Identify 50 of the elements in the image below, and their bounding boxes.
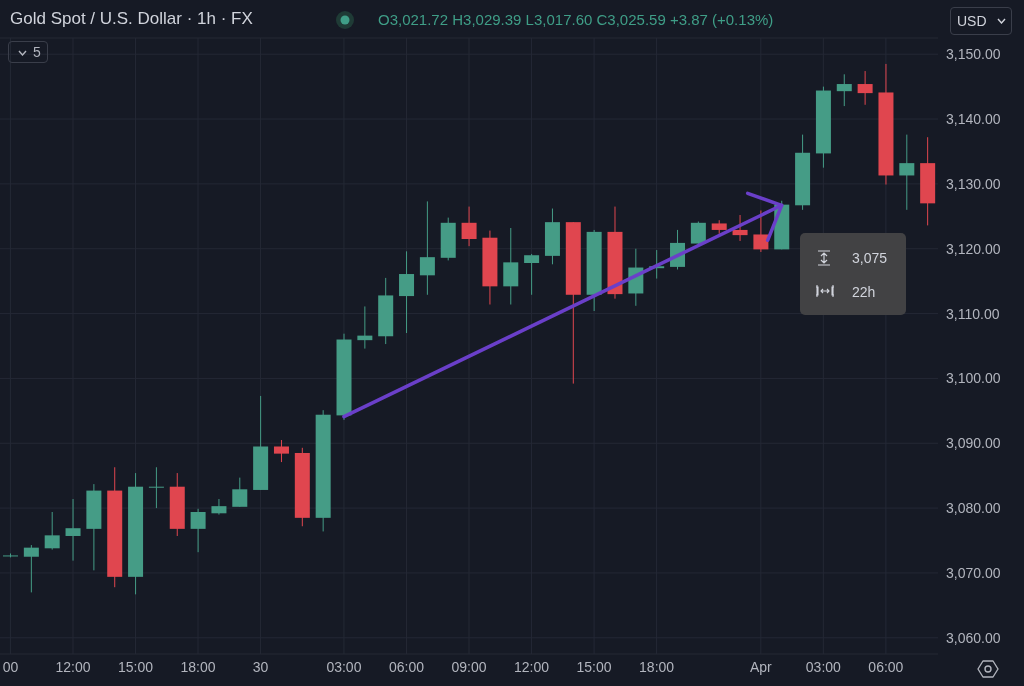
x-tick-label: 18:00 xyxy=(639,658,675,675)
x-tick-label: Apr xyxy=(749,658,773,675)
y-tick-label: 3,070.00 xyxy=(946,564,1001,581)
y-tick-label: 3,130.00 xyxy=(946,175,1001,192)
x-tick-label: 15:00 xyxy=(117,658,154,675)
y-tick-label: 3,090.00 xyxy=(946,435,1001,452)
candlestick xyxy=(503,227,519,305)
x-tick-label: 18:00 xyxy=(180,658,216,675)
y-tick-label: 3,110.00 xyxy=(946,305,1000,322)
chart-subtitle: O3,021.72 H3,029.39 L3,017.60 C3,025.59 +3.87 (+0.13%) xyxy=(378,11,774,28)
x-tick-label: 03:00 xyxy=(805,658,842,675)
candlestick xyxy=(753,209,769,253)
candlestick xyxy=(273,439,289,463)
candlestick xyxy=(461,206,477,247)
annotation: 5 xyxy=(33,44,41,60)
candlestick xyxy=(190,508,206,553)
x-tick-label: 12:00 xyxy=(514,658,550,675)
candlestick xyxy=(836,73,852,107)
candlestick xyxy=(211,498,227,516)
x-tick-label: 12:00 xyxy=(55,658,91,675)
candlestick xyxy=(44,511,60,551)
x-tick-label: 06:00 xyxy=(388,658,425,675)
x-tick-label: 30 xyxy=(252,658,269,675)
text: USD xyxy=(957,13,987,29)
candlestick xyxy=(148,466,164,509)
candlestick xyxy=(690,221,706,247)
x-tick-label: 15:00 xyxy=(576,658,612,675)
x-tick-label: 09:00 xyxy=(451,658,487,675)
x-tick-label: 03:00 xyxy=(326,658,362,675)
candlestick xyxy=(899,134,915,211)
candlestick xyxy=(419,200,435,296)
annotation: 3,075 xyxy=(852,250,888,266)
info-box: 3,075 22h xyxy=(800,233,906,315)
x-tick-label: 00 xyxy=(2,658,19,675)
candlestick xyxy=(524,253,540,296)
candlestick xyxy=(399,250,415,334)
candlestick xyxy=(732,214,748,242)
y-tick-label: 3,080.00 xyxy=(946,500,1001,517)
candlestick xyxy=(65,498,81,562)
y-tick-label: 3,100.00 xyxy=(946,370,1001,387)
annotation: 22h xyxy=(852,284,876,300)
y-tick-label: 3,140.00 xyxy=(946,111,1001,128)
candlestick xyxy=(857,70,873,106)
y-tick-label: 3,150.00 xyxy=(946,46,1001,63)
candlestick xyxy=(23,544,39,593)
y-tick-label: 3,060.00 xyxy=(946,629,1001,646)
chart-title: Gold Spot / U.S. Dollar · 1h · FX xyxy=(10,9,253,29)
x-tick-label: 06:00 xyxy=(868,658,904,675)
y-tick-label: 3,120.00 xyxy=(946,240,1001,257)
candlestick xyxy=(232,477,248,508)
